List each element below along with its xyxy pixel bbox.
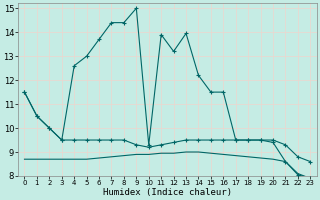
X-axis label: Humidex (Indice chaleur): Humidex (Indice chaleur) [103,188,232,197]
